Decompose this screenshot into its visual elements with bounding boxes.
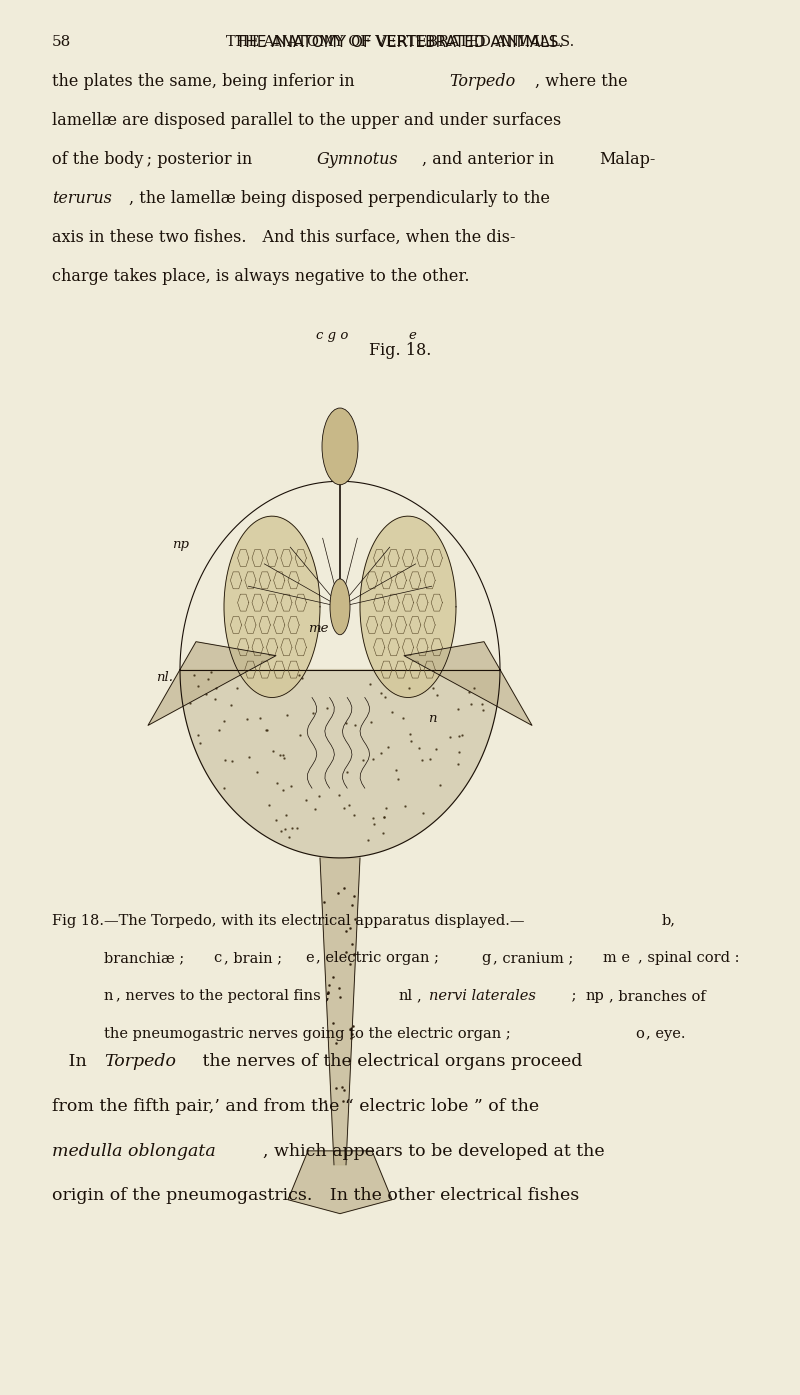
Text: , where the: , where the [534,73,627,89]
Text: e: e [408,329,416,342]
Text: lamellæ are disposed parallel to the upper and under surfaces: lamellæ are disposed parallel to the upp… [52,112,562,128]
Text: , the lamellæ being disposed perpendicularly to the: , the lamellæ being disposed perpendicul… [130,190,550,206]
Polygon shape [288,1151,392,1214]
Text: o: o [635,1027,644,1041]
Text: 58: 58 [52,35,71,49]
Text: , which appears to be developed at the: , which appears to be developed at the [263,1143,605,1159]
Text: the nerves of the electrical organs proceed: the nerves of the electrical organs proc… [197,1053,582,1070]
Text: , electric organ ;: , electric organ ; [316,951,444,965]
Text: Fig 18.—The Torpedo, with its electrical apparatus displayed.—: Fig 18.—The Torpedo, with its electrical… [52,914,525,928]
Polygon shape [404,642,532,725]
Text: origin of the pneumogastrics. In the other electrical fishes: origin of the pneumogastrics. In the oth… [52,1187,579,1204]
Text: , brain ;: , brain ; [224,951,287,965]
Text: axis in these two fishes. And this surface, when the dis-: axis in these two fishes. And this surfa… [52,229,515,246]
Polygon shape [360,516,456,698]
Polygon shape [224,516,320,698]
Text: nervi laterales: nervi laterales [429,989,536,1003]
Text: ,: , [417,989,426,1003]
Text: Fig. 18.: Fig. 18. [369,342,431,359]
Polygon shape [148,642,276,725]
Text: , cranium ;: , cranium ; [493,951,578,965]
Text: ;: ; [567,989,581,1003]
Text: medulla oblongata: medulla oblongata [52,1143,216,1159]
Text: from the fifth pair,’ and from the “ electric lobe ” of the: from the fifth pair,’ and from the “ ele… [52,1098,539,1115]
Text: Gymnotus: Gymnotus [317,151,398,167]
Text: , nerves to the pectoral fins ;: , nerves to the pectoral fins ; [116,989,335,1003]
Text: n: n [104,989,114,1003]
Text: Torpedo: Torpedo [104,1053,176,1070]
Polygon shape [180,670,500,858]
Text: g: g [481,951,490,965]
Text: n: n [428,713,437,725]
Text: the plates the same, being inferior in: the plates the same, being inferior in [52,73,360,89]
Text: Torpedo: Torpedo [449,73,515,89]
Text: e: e [305,951,314,965]
Text: charge takes place, is always negative to the other.: charge takes place, is always negative t… [52,268,470,285]
Text: of the body ; posterior in: of the body ; posterior in [52,151,258,167]
Text: c: c [214,951,222,965]
Text: b,: b, [662,914,676,928]
Ellipse shape [330,579,350,635]
Text: nl.: nl. [156,671,173,684]
Ellipse shape [322,407,358,484]
Text: , and anterior in: , and anterior in [422,151,560,167]
Text: terurus: terurus [52,190,112,206]
Text: m e: m e [602,951,630,965]
Text: np: np [585,989,604,1003]
Text: np: np [172,538,189,551]
Text: In: In [52,1053,92,1070]
Polygon shape [320,858,360,1165]
Text: nl: nl [398,989,413,1003]
Text: , branches of: , branches of [610,989,706,1003]
Text: THE ANATOMY OF VERTEBRATED ANIMALS.: THE ANATOMY OF VERTEBRATED ANIMALS. [236,35,564,50]
Text: branchiæ ;: branchiæ ; [104,951,189,965]
Text: Malap-: Malap- [599,151,656,167]
Text: , spinal cord :: , spinal cord : [638,951,739,965]
Text: , eye.: , eye. [646,1027,686,1041]
Text: THE ANATOMY OF VERTEBRATED ANIMALS.: THE ANATOMY OF VERTEBRATED ANIMALS. [226,35,574,49]
Text: me: me [308,622,329,635]
Text: c g o: c g o [316,329,348,342]
Text: the pneumogastric nerves going to the electric organ ;: the pneumogastric nerves going to the el… [104,1027,515,1041]
